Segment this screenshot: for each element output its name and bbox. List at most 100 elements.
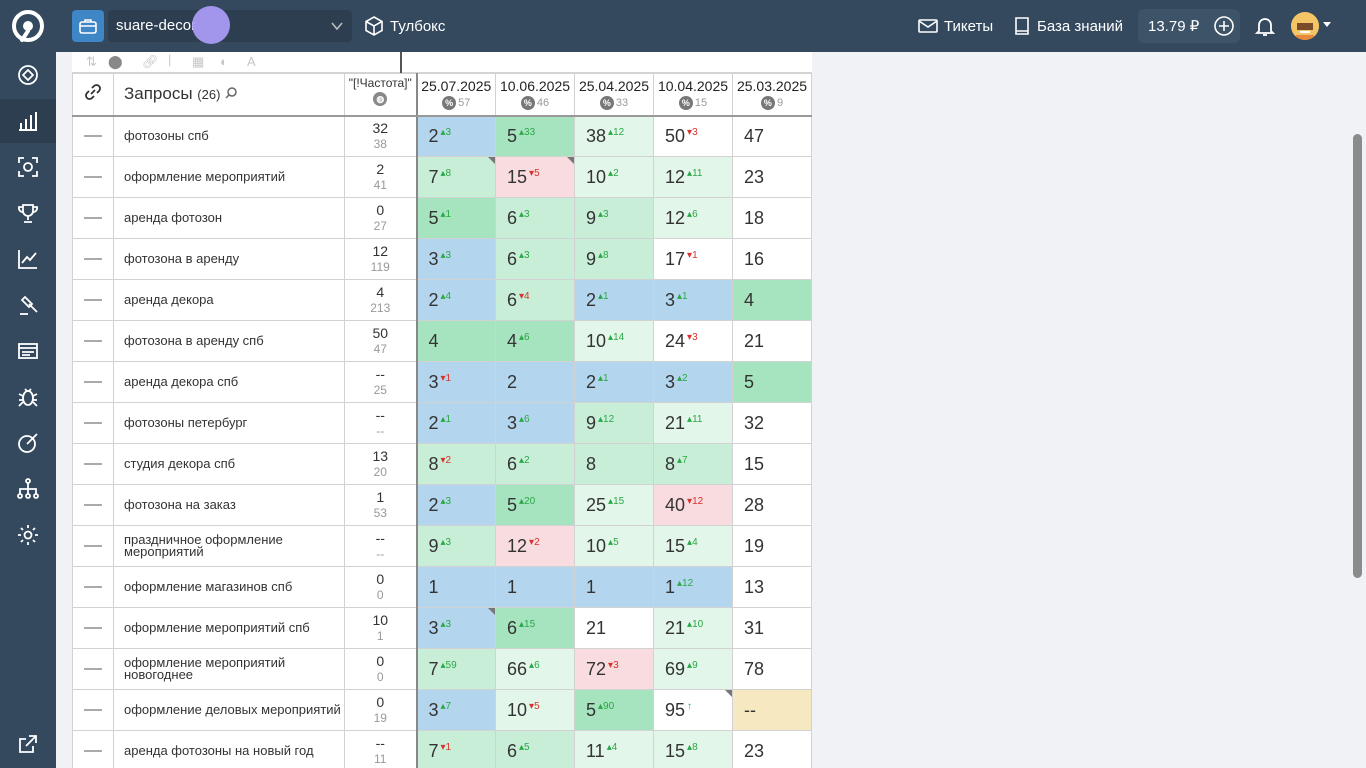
table-row[interactable]: фотозоны спб 32 38 2 ▴3 5 ▴33 38 ▴12 50 ▾3 47 <box>72 115 812 157</box>
table-row[interactable]: студия декора спб 13 20 8 ▾2 6 ▴2 8 8 ▴7 15 <box>72 443 812 485</box>
position-cell[interactable]: 1 <box>574 566 654 608</box>
query-cell[interactable]: оформление мероприятий <box>113 156 345 198</box>
date-header-5[interactable]: 25.03.2025 % 9 <box>732 73 812 117</box>
search-icon[interactable] <box>225 87 237 99</box>
position-cell[interactable]: 18 <box>732 197 812 239</box>
query-cell[interactable]: оформление деловых мероприятий <box>113 689 345 731</box>
position-cell[interactable]: 3 ▴1 <box>653 279 733 321</box>
position-cell[interactable]: 2 ▴1 <box>415 402 496 444</box>
position-cell[interactable]: 23 <box>732 156 812 198</box>
sidebar-item-analytics[interactable] <box>0 99 56 143</box>
row-status-dash[interactable] <box>72 484 114 526</box>
queries-header[interactable]: Запросы (26) <box>113 73 345 117</box>
row-status-dash[interactable] <box>72 730 114 768</box>
position-cell[interactable]: 24 ▾3 <box>653 320 733 362</box>
row-status-dash[interactable] <box>72 648 114 690</box>
position-cell[interactable]: 10 ▴2 <box>574 156 654 198</box>
position-cell[interactable]: 5 ▴90 <box>574 689 654 731</box>
sidebar-item-edit[interactable] <box>0 421 56 465</box>
position-cell[interactable]: 21 ▴11 <box>653 402 733 444</box>
row-status-dash[interactable] <box>72 525 114 567</box>
position-cell[interactable]: 3 ▴3 <box>415 238 496 280</box>
sidebar-item-gavel[interactable] <box>0 283 56 327</box>
query-cell[interactable]: аренда фотозон <box>113 197 345 239</box>
scrollbar[interactable] <box>1350 52 1366 768</box>
position-cell[interactable]: 25 ▴15 <box>574 484 654 526</box>
row-status-dash[interactable] <box>72 279 114 321</box>
position-cell[interactable]: 9 ▴8 <box>574 238 654 280</box>
table-row[interactable]: оформление мероприятий новогоднее 0 0 7 ▴59 6… <box>72 648 812 690</box>
bell-icon[interactable] <box>1253 14 1277 38</box>
sidebar-item-sitemap[interactable] <box>0 467 56 511</box>
position-cell[interactable]: 66 ▴6 <box>495 648 575 690</box>
position-cell[interactable]: 13 <box>732 566 812 608</box>
position-cell[interactable]: 21 <box>732 320 812 362</box>
sidebar-item-trophy[interactable] <box>0 191 56 235</box>
row-status-dash[interactable] <box>72 566 114 608</box>
position-cell[interactable]: -- <box>732 689 812 731</box>
table-row[interactable]: фотозона в аренду 12 119 3 ▴3 6 ▴3 9 ▴8 17 ▾1 16 <box>72 238 812 280</box>
sidebar-item-settings[interactable] <box>0 513 56 557</box>
tickets-link[interactable]: Тикеты <box>918 0 993 52</box>
position-cell[interactable]: 6 ▴3 <box>495 197 575 239</box>
sidebar-item-trend[interactable] <box>0 237 56 281</box>
table-row[interactable]: аренда фотозон 0 27 5 ▴1 6 ▴3 9 ▴3 12 ▴6 18 <box>72 197 812 239</box>
date-header-1[interactable]: 25.07.2025 % 57 <box>415 73 496 117</box>
sidebar-item-bug[interactable] <box>0 375 56 419</box>
plus-circle-icon[interactable] <box>1214 16 1234 36</box>
position-cell[interactable]: 6 ▴3 <box>495 238 575 280</box>
position-cell[interactable]: 10 ▴5 <box>574 525 654 567</box>
query-cell[interactable]: оформление мероприятий новогоднее <box>113 648 345 690</box>
position-cell[interactable]: 4 <box>732 279 812 321</box>
position-cell[interactable]: 72 ▾3 <box>574 648 654 690</box>
position-cell[interactable]: 38 ▴12 <box>574 115 654 157</box>
avatar[interactable] <box>1291 12 1319 40</box>
position-cell[interactable]: 50 ▾3 <box>653 115 733 157</box>
query-cell[interactable]: аренда фотозоны на новый год <box>113 730 345 768</box>
position-cell[interactable]: 6 ▴2 <box>495 443 575 485</box>
position-cell[interactable]: 5 ▴1 <box>415 197 496 239</box>
sidebar-item-dashboard[interactable] <box>0 53 56 97</box>
query-cell[interactable]: аренда декора спб <box>113 361 345 403</box>
position-cell[interactable]: 1 <box>415 566 496 608</box>
row-status-dash[interactable] <box>72 402 114 444</box>
table-row[interactable]: фотозона в аренду спб 50 47 4 4 ▴6 10 ▴14 24 ▾3 21 <box>72 320 812 362</box>
position-cell[interactable]: 78 <box>732 648 812 690</box>
position-cell[interactable]: 3 ▴7 <box>415 689 496 731</box>
table-row[interactable]: аренда декора 4 213 2 ▴4 6 ▾4 2 ▴1 3 ▴1 4 <box>72 279 812 321</box>
date-header-4[interactable]: 10.04.2025 % 15 <box>653 73 733 117</box>
link-icon[interactable]: 🔗︎ <box>142 54 159 69</box>
table-row[interactable]: фотозоны петербург -- -- 2 ▴1 3 ▴6 9 ▴12 21 ▴11 32 <box>72 402 812 444</box>
position-cell[interactable]: 5 ▴20 <box>495 484 575 526</box>
date-header-3[interactable]: 25.04.2025 % 33 <box>574 73 654 117</box>
table-row[interactable]: аренда фотозоны на новый год -- 11 7 ▾1 6 ▴5 11… <box>72 730 812 768</box>
position-cell[interactable]: 3 ▴3 <box>415 607 496 649</box>
position-cell[interactable]: 1 ▴12 <box>653 566 733 608</box>
table-row[interactable]: оформление деловых мероприятий 0 19 3 ▴7 10 ▾5… <box>72 689 812 731</box>
query-cell[interactable]: праздничное оформление мероприятий <box>113 525 345 567</box>
position-cell[interactable]: 9 ▴3 <box>574 197 654 239</box>
query-cell[interactable]: аренда декора <box>113 279 345 321</box>
position-cell[interactable]: 16 <box>732 238 812 280</box>
table-row[interactable]: фотозона на заказ 1 53 2 ▴3 5 ▴20 25 ▴15 40 ▾12 28 <box>72 484 812 526</box>
sidebar-item-scan[interactable] <box>0 145 56 189</box>
position-cell[interactable]: 3 ▾1 <box>415 361 496 403</box>
position-cell[interactable]: 15 ▴4 <box>653 525 733 567</box>
position-cell[interactable]: 15 ▾5 <box>495 156 575 198</box>
position-cell[interactable]: 8 ▴7 <box>653 443 733 485</box>
position-cell[interactable]: 2 ▴1 <box>574 279 654 321</box>
position-cell[interactable]: 10 ▾5 <box>495 689 575 731</box>
row-status-dash[interactable] <box>72 361 114 403</box>
link-column-header[interactable] <box>72 73 114 117</box>
frequency-header[interactable]: "[!Частота]" ◍ <box>344 73 417 117</box>
position-cell[interactable]: 21 ▴10 <box>653 607 733 649</box>
position-cell[interactable]: 7 ▾1 <box>415 730 496 768</box>
position-cell[interactable]: 1 <box>495 566 575 608</box>
position-cell[interactable]: 23 <box>732 730 812 768</box>
query-cell[interactable]: оформление магазинов спб <box>113 566 345 608</box>
position-cell[interactable]: 6 ▾4 <box>495 279 575 321</box>
knowledge-base-link[interactable]: База знаний <box>1013 0 1123 52</box>
sort-icon[interactable]: ⇅ <box>86 54 97 69</box>
row-status-dash[interactable] <box>72 238 114 280</box>
position-cell[interactable]: 12 ▴6 <box>653 197 733 239</box>
